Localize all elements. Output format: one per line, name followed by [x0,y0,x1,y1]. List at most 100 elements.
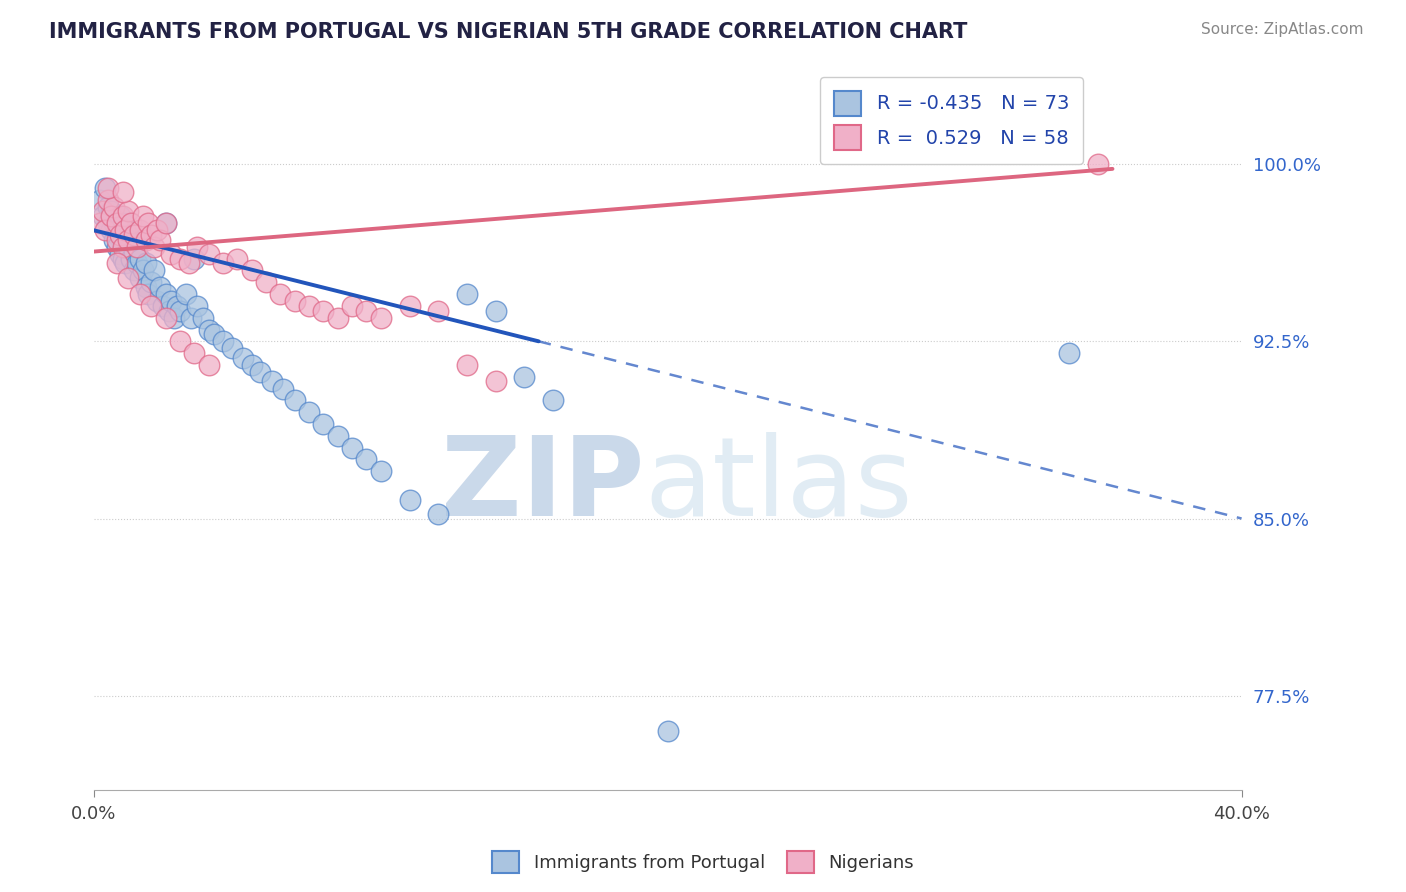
Point [128,223,150,237]
Point [94,181,117,195]
Point [122,227,145,242]
Point [111,216,134,230]
Point [174,287,197,301]
Point [157,303,180,318]
Point [141,275,163,289]
Point [146,223,169,237]
Legend: R = -0.435   N = 73, R =  0.529   N = 58: R = -0.435 N = 73, R = 0.529 N = 58 [820,77,1083,164]
Point [100,223,122,237]
Point [97,216,120,230]
Point [114,256,136,270]
Point [191,310,214,325]
Point [100,209,122,223]
Point [163,310,186,325]
Point [155,287,177,301]
Point [89,216,111,230]
Point [160,294,183,309]
Point [97,200,120,214]
Point [212,256,235,270]
Point [103,200,125,214]
Point [103,216,125,230]
Point [197,358,219,372]
Point [97,181,120,195]
Point [128,287,150,301]
Point [143,240,166,254]
Point [249,365,271,379]
Point [180,310,202,325]
Point [111,186,134,200]
Point [131,209,153,223]
Point [340,441,363,455]
Point [169,334,191,349]
Point [427,507,450,521]
Point [169,303,191,318]
Point [146,294,169,309]
Point [141,299,163,313]
Text: atlas: atlas [645,432,914,539]
Point [97,193,120,207]
Point [298,405,321,419]
Point [89,193,111,207]
Point [125,240,148,254]
Point [152,299,174,313]
Point [212,334,235,349]
Point [128,270,150,285]
Point [143,263,166,277]
Point [117,233,139,247]
Point [105,240,128,254]
Point [177,256,200,270]
Point [260,375,283,389]
Point [232,351,254,365]
Point [122,263,145,277]
Point [138,216,160,230]
Point [326,310,349,325]
Point [370,310,392,325]
Point [105,233,128,247]
Point [221,342,243,356]
Point [105,256,128,270]
Point [108,209,131,223]
Point [298,299,321,313]
Point [456,358,478,372]
Point [155,216,177,230]
Point [120,216,142,230]
Point [108,227,131,242]
Point [160,247,183,261]
Point [356,452,378,467]
Point [186,299,208,313]
Point [1087,157,1109,171]
Point [135,233,157,247]
Point [155,310,177,325]
Point [541,393,564,408]
Point [135,256,157,270]
Point [125,256,148,270]
Point [120,252,142,266]
Point [155,216,177,230]
Point [91,209,114,223]
Point [356,303,378,318]
Point [484,303,506,318]
Text: IMMIGRANTS FROM PORTUGAL VS NIGERIAN 5TH GRADE CORRELATION CHART: IMMIGRANTS FROM PORTUGAL VS NIGERIAN 5TH… [49,22,967,42]
Point [114,223,136,237]
Point [117,227,139,242]
Point [125,240,148,254]
Point [128,252,150,266]
Point [427,303,450,318]
Point [117,270,139,285]
Point [269,287,291,301]
Point [370,464,392,478]
Point [197,247,219,261]
Point [240,263,263,277]
Point [183,252,205,266]
Point [111,209,134,223]
Point [183,346,205,360]
Point [657,724,679,739]
Point [108,247,131,261]
Point [105,227,128,242]
Point [91,204,114,219]
Point [284,393,307,408]
Point [114,223,136,237]
Point [138,287,160,301]
Point [186,240,208,254]
Point [94,223,117,237]
